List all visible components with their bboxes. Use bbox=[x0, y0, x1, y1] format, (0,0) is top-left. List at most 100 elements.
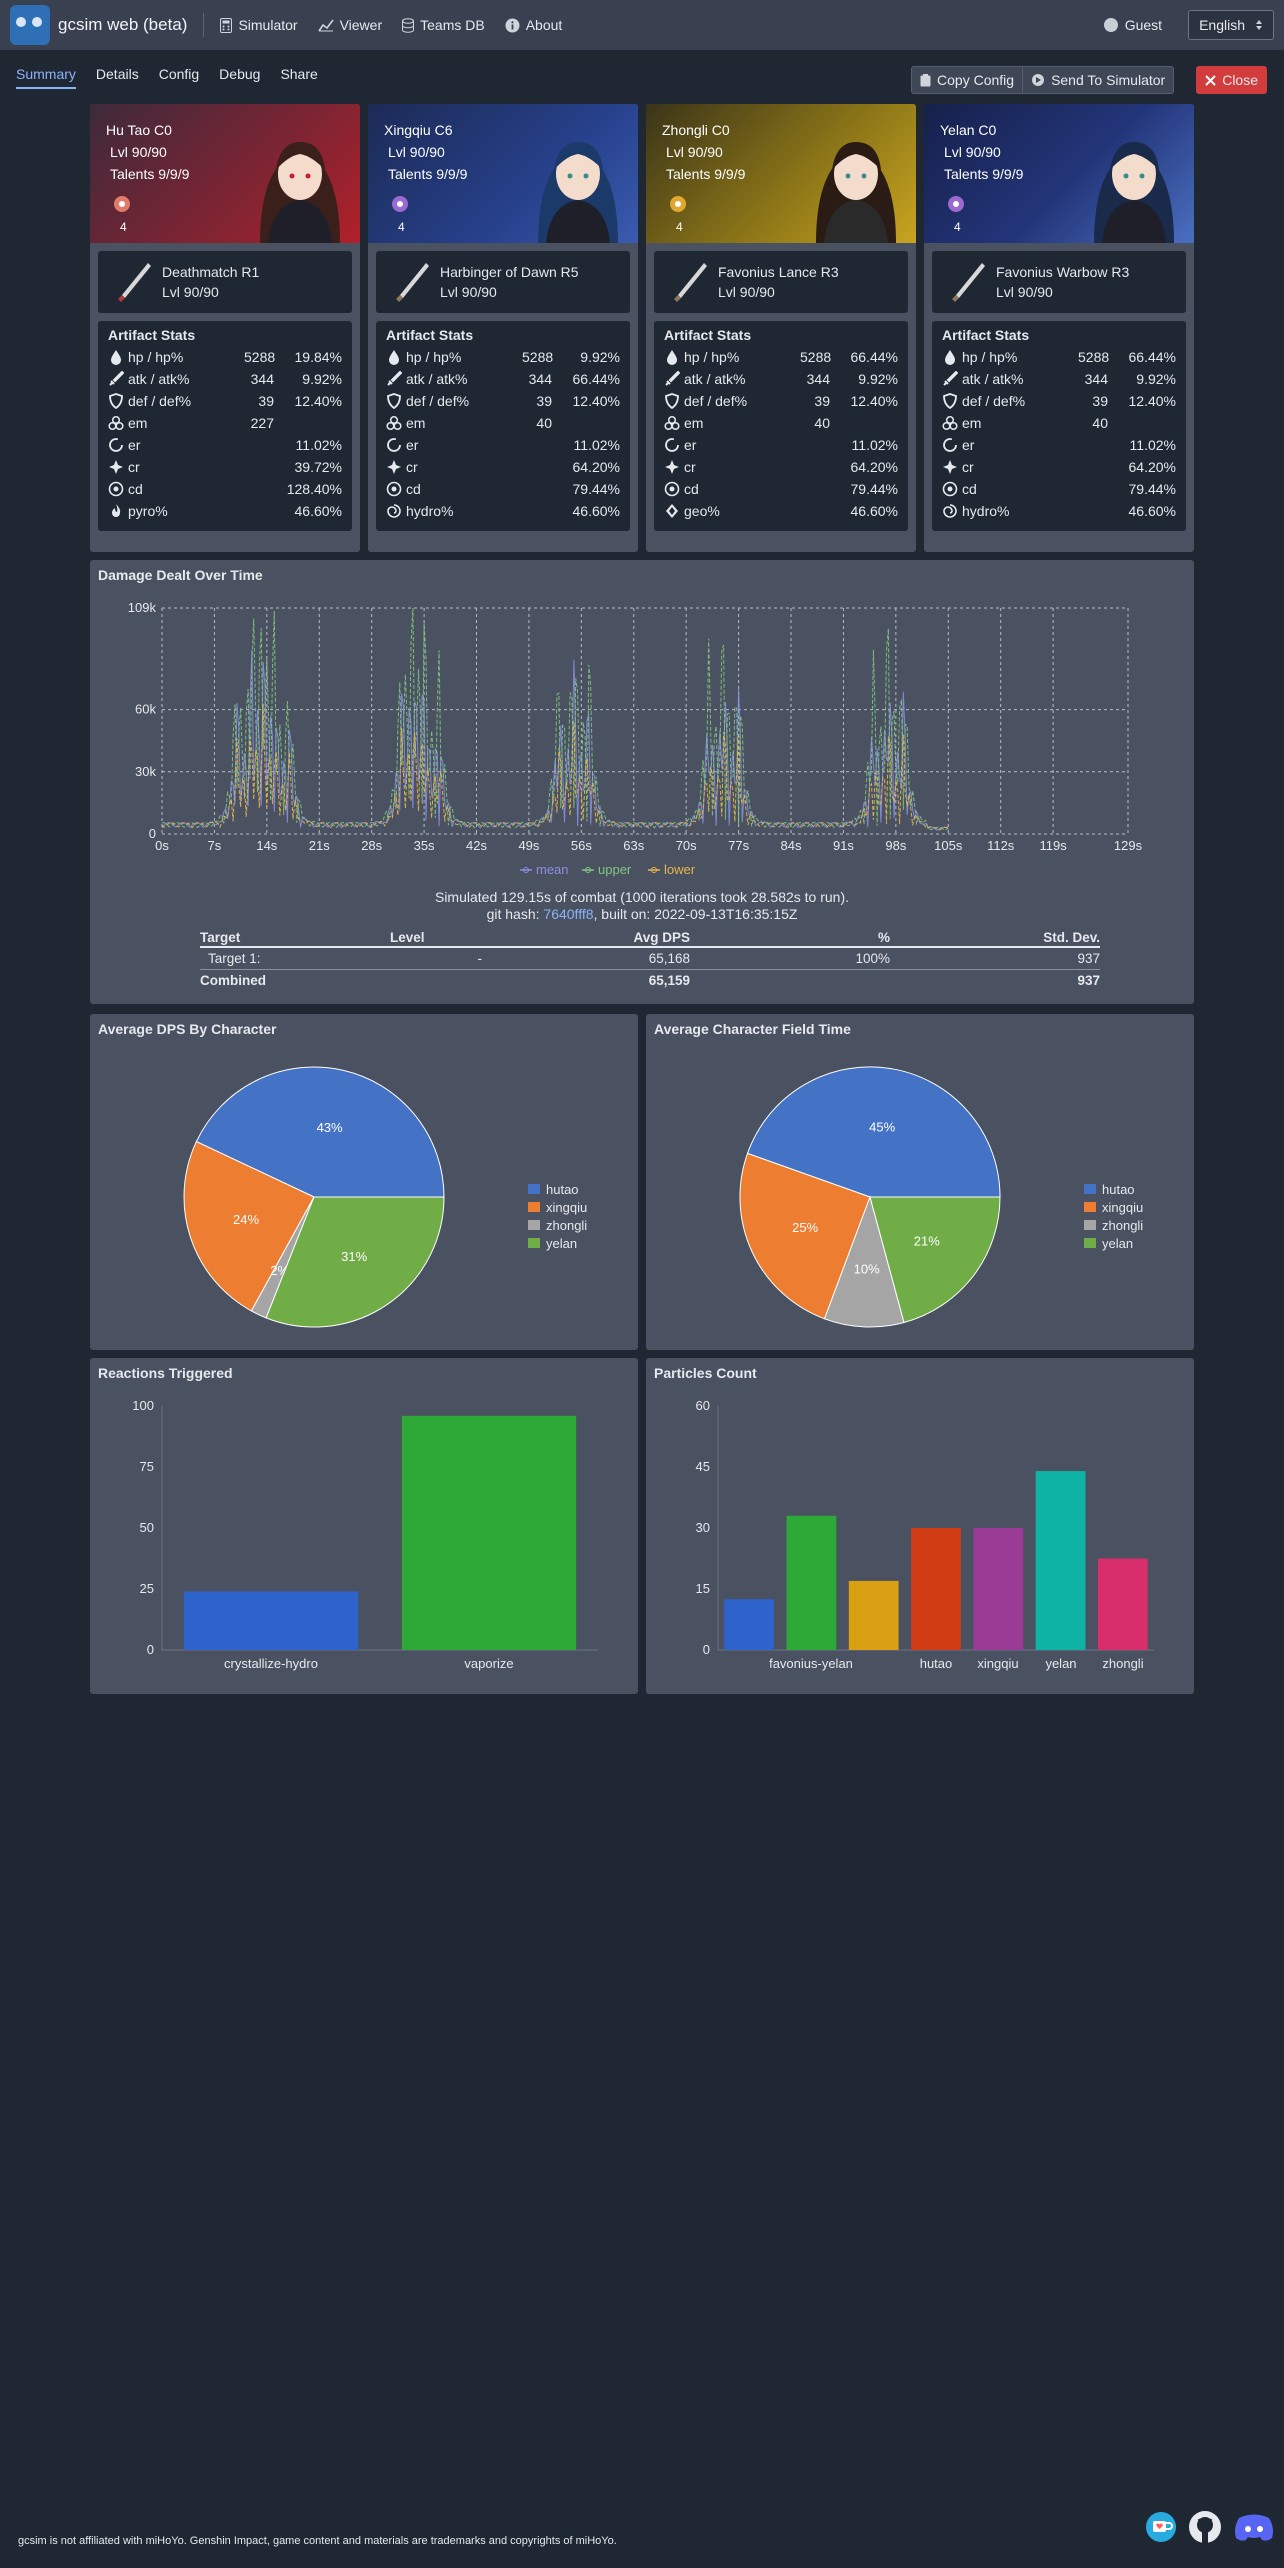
x-tick-label: 129s bbox=[1114, 838, 1143, 853]
cell-combined-dps: 65,159 bbox=[648, 973, 690, 988]
legend-label-lower[interactable]: lower bbox=[664, 862, 696, 877]
legend-label-hutao[interactable]: hutao bbox=[1102, 1182, 1135, 1197]
legend-label-zhongli[interactable]: zhongli bbox=[546, 1218, 587, 1233]
set-center-shape bbox=[397, 201, 403, 207]
set-center-shape bbox=[953, 201, 959, 207]
legend-swatch bbox=[1084, 1184, 1096, 1194]
damage-line-chart[interactable]: 0 30k 60k 109k 0s 7s 14s 21s 28s 35s 42s 49s 56s 63s 7… bbox=[90, 588, 1194, 908]
pie-slice-hutao[interactable] bbox=[746, 1066, 1001, 1198]
legend-label-hutao[interactable]: hutao bbox=[546, 1182, 579, 1197]
pie-slice-xingqiu[interactable] bbox=[183, 1140, 315, 1312]
bar-zhongli[interactable] bbox=[1097, 1558, 1148, 1651]
legend-marker bbox=[523, 867, 529, 873]
crit-shape bbox=[665, 460, 679, 474]
github-icon[interactable] bbox=[1188, 2510, 1222, 2544]
gcsim-logo-icon[interactable] bbox=[10, 5, 50, 45]
nav-simulator[interactable]: Simulator bbox=[220, 17, 298, 33]
pie-slice-yelan[interactable] bbox=[265, 1196, 445, 1328]
pie-slice-hutao[interactable] bbox=[195, 1066, 445, 1198]
stat-flat-value: 39 bbox=[814, 393, 830, 409]
artifact-set-icon bbox=[948, 196, 964, 212]
nav-about[interactable]: About bbox=[505, 17, 562, 33]
pie-slice-xingqiu[interactable] bbox=[739, 1152, 871, 1320]
legend-label-xingqiu[interactable]: xingqiu bbox=[546, 1200, 587, 1215]
bar-item-2[interactable] bbox=[848, 1580, 899, 1650]
stat-percent-value: 12.40% bbox=[572, 393, 620, 409]
star-stat-icon bbox=[665, 460, 679, 474]
pie-slice-label: 24% bbox=[233, 1212, 259, 1227]
field-time-pie-chart[interactable]: 45% 25% 10% 21% hutao xingqiu zhongli yelan bbox=[646, 1014, 1194, 1350]
nav-viewer[interactable]: Viewer bbox=[317, 17, 382, 33]
particles-bar-chart[interactable]: 0 15 30 45 60 favonius-yelan hutao xingqiu yelan… bbox=[646, 1358, 1194, 1694]
legend-label-yelan[interactable]: yelan bbox=[1102, 1236, 1133, 1251]
close-button[interactable]: Close bbox=[1196, 66, 1267, 94]
pie-slice-label: 43% bbox=[317, 1120, 343, 1135]
bar-hutao[interactable] bbox=[911, 1528, 961, 1650]
stat-row: hp / hp% 5288 66.44% bbox=[664, 346, 898, 368]
character-card: Zhongli C0 Lvl 90/90 Talents 9/9/9 4 Favoniu… bbox=[646, 104, 916, 552]
weapon-level: Lvl 90/90 bbox=[718, 284, 775, 300]
pie-slice-yelan[interactable] bbox=[869, 1196, 1001, 1324]
y-tick-label: 100 bbox=[132, 1398, 154, 1413]
fringe-shape bbox=[1110, 142, 1159, 170]
crit-shape bbox=[109, 460, 123, 474]
language-select[interactable]: English bbox=[1188, 10, 1274, 40]
legend-label-xingqiu[interactable]: xingqiu bbox=[1102, 1200, 1143, 1215]
legend-label-upper[interactable]: upper bbox=[598, 862, 632, 877]
calculator-icon bbox=[220, 17, 233, 33]
stat-label: hp / hp% bbox=[684, 349, 740, 365]
clipboard-icon bbox=[920, 73, 931, 86]
send-to-simulator-button[interactable]: Send To Simulator bbox=[1023, 66, 1175, 94]
x-tick-label: 35s bbox=[414, 838, 435, 853]
bar-yelan[interactable] bbox=[1035, 1471, 1086, 1650]
body-shape bbox=[1102, 200, 1166, 243]
user-menu[interactable]: Guest bbox=[1103, 17, 1162, 33]
x-tick-label: hutao bbox=[920, 1656, 953, 1671]
stat-flat-value: 5288 bbox=[1078, 349, 1110, 365]
bar-crystallize-hydro[interactable] bbox=[183, 1591, 359, 1650]
tab-share[interactable]: Share bbox=[280, 66, 318, 82]
cell-combined-std: 937 bbox=[1077, 973, 1100, 988]
discord-icon[interactable] bbox=[1234, 2512, 1274, 2542]
drop-stat-icon bbox=[945, 350, 955, 365]
brand-title[interactable]: gcsim web (beta) bbox=[58, 15, 188, 34]
tab-details[interactable]: Details bbox=[95, 66, 139, 82]
kofi-icon[interactable] bbox=[1146, 2512, 1176, 2542]
git-hash-link[interactable]: 7640fff8 bbox=[543, 906, 594, 922]
panel-title: Damage Dealt Over Time bbox=[98, 567, 263, 583]
fringe-shape bbox=[554, 142, 603, 170]
pie-slice-zhongli[interactable] bbox=[823, 1195, 905, 1328]
legend-swatch bbox=[528, 1238, 540, 1248]
tab-config[interactable]: Config bbox=[158, 66, 200, 82]
character-banner[interactable]: Zhongli C0 Lvl 90/90 Talents 9/9/9 4 bbox=[646, 104, 916, 243]
stat-label: def / def% bbox=[128, 393, 192, 409]
hp-drop-shape bbox=[389, 350, 399, 365]
legend-label-mean[interactable]: mean bbox=[536, 862, 569, 877]
stat-percent-value: 11.02% bbox=[851, 437, 898, 453]
cell-combined-label: Combined bbox=[200, 973, 266, 988]
character-banner[interactable]: Hu Tao C0 Lvl 90/90 Talents 9/9/9 4 bbox=[90, 104, 360, 243]
character-banner[interactable]: Xingqiu C6 Lvl 90/90 Talents 9/9/9 4 bbox=[368, 104, 638, 243]
stat-percent-value: 11.02% bbox=[295, 437, 342, 453]
x-tick-label: 77s bbox=[728, 838, 749, 853]
legend-label-yelan[interactable]: yelan bbox=[546, 1236, 577, 1251]
stat-percent-value: 66.44% bbox=[572, 371, 620, 387]
copy-config-button[interactable]: Copy Config bbox=[911, 66, 1024, 94]
tab-summary[interactable]: Summary bbox=[16, 66, 76, 89]
stat-row: hp / hp% 5288 19.84% bbox=[108, 346, 342, 368]
character-banner[interactable]: Yelan C0 Lvl 90/90 Talents 9/9/9 4 bbox=[924, 104, 1194, 243]
bar-xingqiu[interactable] bbox=[973, 1528, 1024, 1650]
bar-favonius-yelan[interactable] bbox=[724, 1599, 774, 1650]
nav-teams-db[interactable]: Teams DB bbox=[402, 17, 485, 33]
character-card: Yelan C0 Lvl 90/90 Talents 9/9/9 4 Favonius … bbox=[924, 104, 1194, 552]
footer-links bbox=[1146, 2510, 1274, 2544]
bar-item-1[interactable] bbox=[786, 1515, 837, 1650]
legend-label-zhongli[interactable]: zhongli bbox=[1102, 1218, 1143, 1233]
face-shape bbox=[1112, 148, 1156, 200]
y-tick-label: 25 bbox=[140, 1581, 154, 1596]
bar-vaporize[interactable] bbox=[401, 1415, 577, 1650]
drop-stat-icon bbox=[389, 350, 399, 365]
tab-debug[interactable]: Debug bbox=[219, 66, 261, 82]
reactions-bar-chart[interactable]: 0 25 50 75 100 crystallize-hydro vaporize bbox=[90, 1358, 638, 1694]
